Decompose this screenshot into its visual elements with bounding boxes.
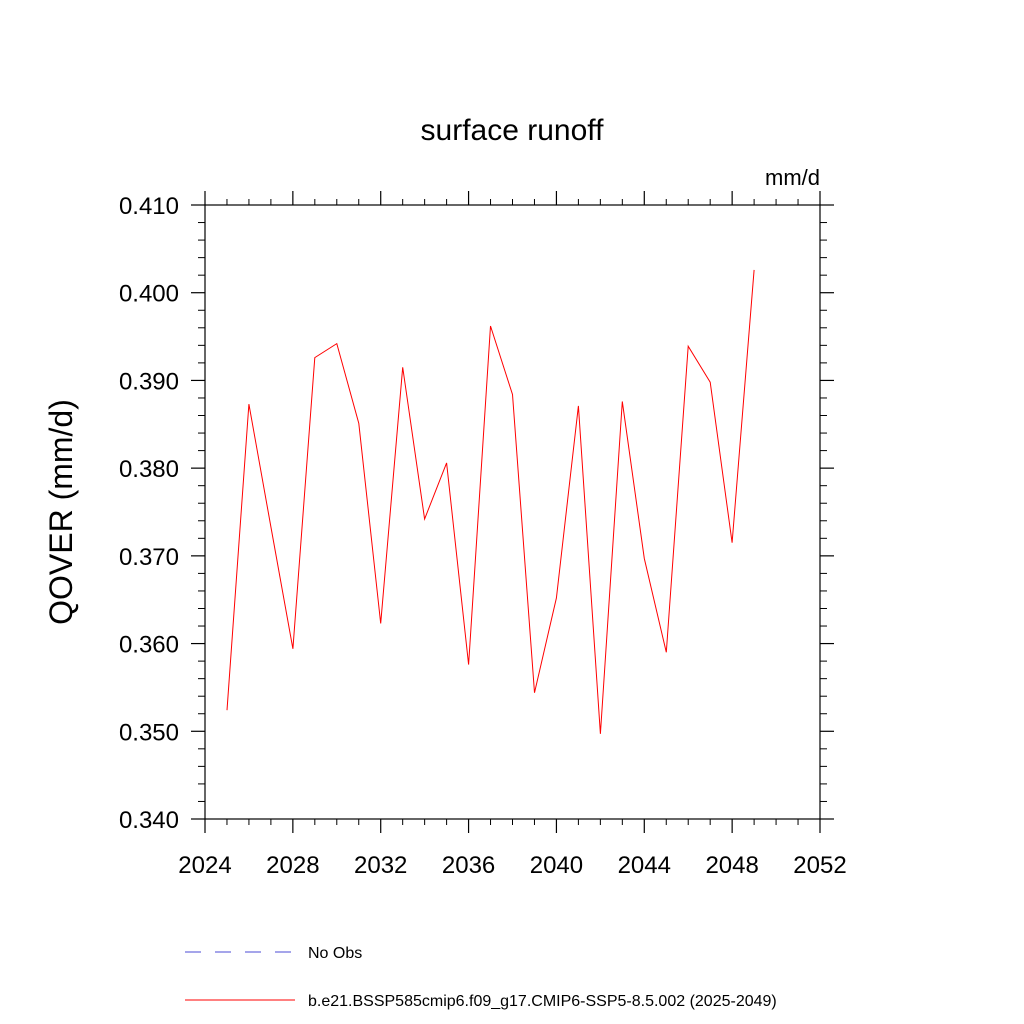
y-tick-label: 0.350: [119, 719, 179, 746]
chart-title: surface runoff: [421, 114, 605, 147]
x-tick-label: 2048: [705, 852, 758, 879]
y-tick-label: 0.390: [119, 368, 179, 395]
y-tick-label: 0.410: [119, 193, 179, 220]
series-line-0: [226, 269, 755, 734]
x-tick-label: 2040: [530, 852, 583, 879]
x-tick-label: 2052: [793, 852, 846, 879]
series-group: [226, 269, 755, 734]
legend-label-no-obs: No Obs: [308, 945, 362, 962]
x-tick-label: 2024: [178, 852, 231, 879]
legend-label-model-run: b.e21.BSSP585cmip6.f09_g17.CMIP6-SSP5-8.…: [308, 993, 777, 1010]
x-tick-label: 2036: [442, 852, 495, 879]
legend: No Obs b.e21.BSSP585cmip6.f09_g17.CMIP6-…: [185, 945, 777, 1010]
y-axis-label: QOVER (mm/d): [43, 399, 79, 625]
y-tick-label: 0.370: [119, 544, 179, 571]
y-tick-label: 0.380: [119, 456, 179, 483]
axis-ticks: [191, 191, 834, 833]
y-tick-label: 0.360: [119, 632, 179, 659]
y-tick-label: 0.340: [119, 807, 179, 834]
x-tick-label: 2032: [354, 852, 407, 879]
x-tick-label: 2028: [266, 852, 319, 879]
x-tick-label: 2044: [618, 852, 671, 879]
axis-tick-labels: 2024 2028 2032 2036 2040 2044 2048 2052 0.340 0.3…: [119, 193, 847, 879]
units-label: mm/d: [765, 165, 820, 190]
y-tick-label: 0.400: [119, 281, 179, 308]
